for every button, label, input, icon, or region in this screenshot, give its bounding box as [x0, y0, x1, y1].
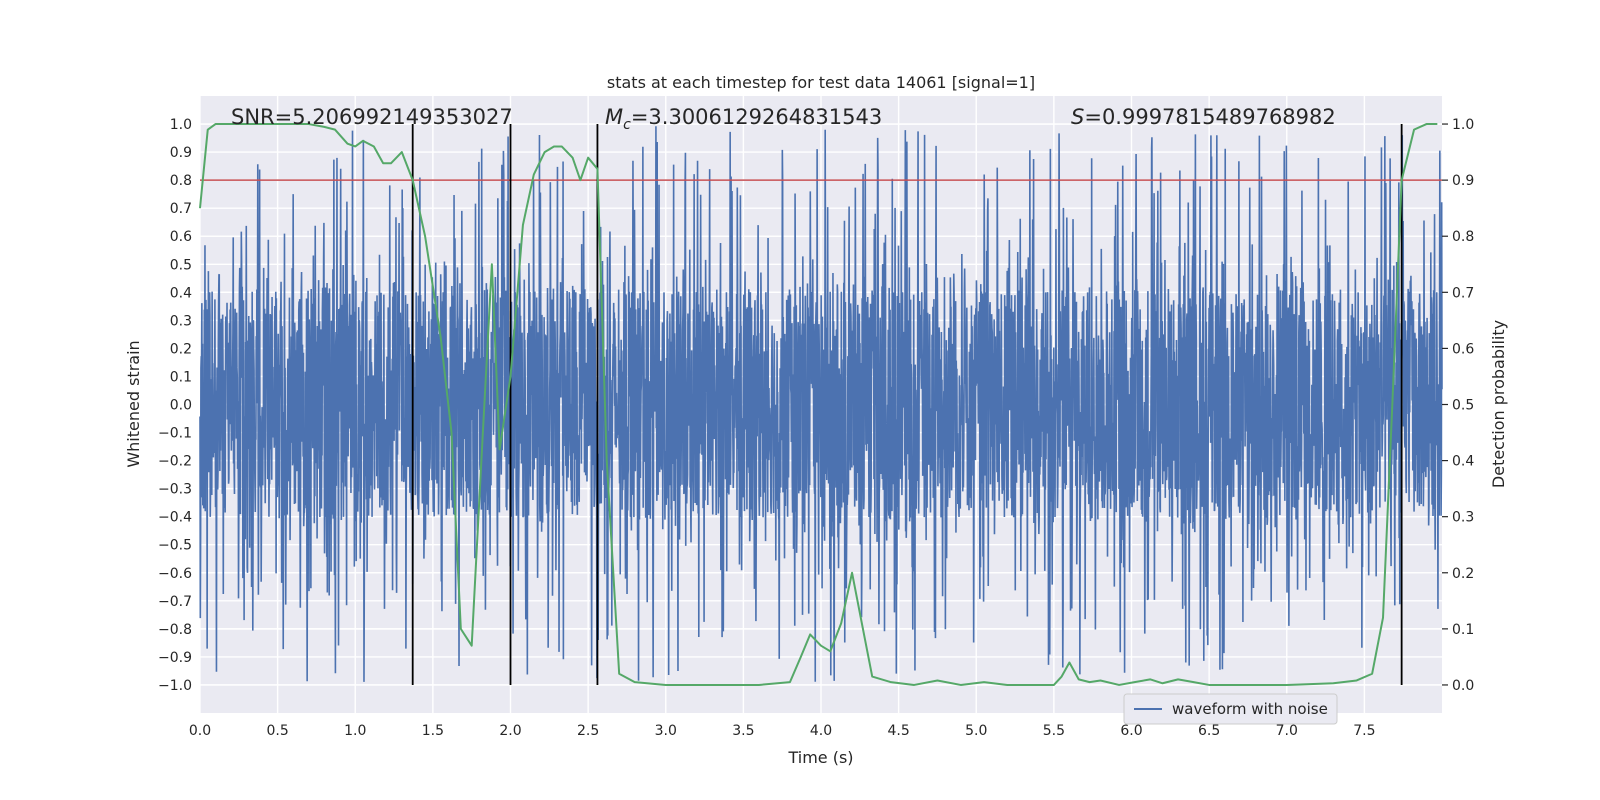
- chirp-mass-value: =3.3006129264831543: [631, 105, 882, 129]
- x-tick-label: 5.0: [965, 723, 987, 739]
- s-annotation: S=0.9997815489768982: [1071, 105, 1336, 129]
- y-tick-label: −0.7: [158, 594, 192, 610]
- y-tick-label: −0.8: [158, 622, 192, 638]
- y-tick-label: 0.5: [170, 257, 192, 273]
- x-tick-label: 1.0: [344, 723, 366, 739]
- legend-label-waveform: waveform with noise: [1172, 700, 1328, 718]
- x-tick-label: 5.5: [1043, 723, 1065, 739]
- y2-tick-label: 0.9: [1452, 173, 1474, 189]
- y2-tick-label: 0.0: [1452, 678, 1474, 694]
- y2-tick-label: 0.8: [1452, 229, 1474, 245]
- y2-tick-label: 0.6: [1452, 341, 1474, 357]
- chart-title: stats at each timestep for test data 140…: [607, 73, 1035, 92]
- y2-tick-label: 1.0: [1452, 117, 1474, 133]
- y-tick-label: 0.8: [170, 173, 192, 189]
- legend-box: [1123, 693, 1338, 725]
- chirp-mass-annotation: Mc=3.3006129264831543: [605, 105, 882, 133]
- y-tick-label: −0.3: [158, 482, 192, 498]
- y-tick-label: −0.6: [158, 566, 192, 582]
- y-tick-label: 0.4: [170, 285, 192, 301]
- y-tick-label: −0.5: [158, 538, 192, 554]
- y-tick-label: 0.9: [170, 145, 192, 161]
- data-layer: [199, 123, 1443, 686]
- y2-tick-label: 0.5: [1452, 398, 1474, 414]
- x-tick-label: 6.0: [1120, 723, 1142, 739]
- y-tick-label: −1.0: [158, 678, 192, 694]
- y2-axis-label: Detection probability: [1489, 320, 1508, 488]
- x-tick-label: 3.5: [732, 723, 754, 739]
- y-tick-label: 0.6: [170, 229, 192, 245]
- y-tick-label: −0.2: [158, 454, 192, 470]
- y2-tick-label: 0.4: [1452, 454, 1474, 470]
- y-tick-label: 0.7: [170, 201, 192, 217]
- y-tick-label: 0.1: [170, 369, 192, 385]
- x-tick-label: 4.0: [810, 723, 832, 739]
- y2-tick-label: 0.1: [1452, 622, 1474, 638]
- y-tick-label: 0.2: [170, 341, 192, 357]
- y-tick-label: 1.0: [170, 117, 192, 133]
- y2-tick-label: 0.3: [1452, 510, 1474, 526]
- x-axis-label: Time (s): [787, 748, 853, 767]
- chirp-mass-subscript: c: [623, 117, 631, 133]
- y-axis-label: Whitened strain: [124, 340, 143, 467]
- probability-line: [199, 123, 1438, 686]
- y-tick-label: −0.9: [158, 650, 192, 666]
- y2-tick-label: 0.7: [1452, 285, 1474, 301]
- x-tick-label: 0.0: [189, 723, 211, 739]
- x-tick-label: 4.5: [887, 723, 909, 739]
- axes: 0.0 0.5 1.0 1.5 2.0 2.5 3.0 3.5 4.0 4.5 5.0 5.5 6.0 6…: [158, 117, 1474, 739]
- x-tick-label: 2.5: [577, 723, 599, 739]
- chirp-mass-symbol: M: [605, 105, 623, 129]
- waveform-line: [199, 126, 1443, 682]
- x-tick-label: 6.5: [1198, 723, 1220, 739]
- y2-tick-label: 0.2: [1452, 566, 1474, 582]
- x-tick-label: 2.0: [499, 723, 521, 739]
- x-tick-label: 3.0: [655, 723, 677, 739]
- y-tick-label: 0.3: [170, 313, 192, 329]
- y-tick-label: 0.0: [170, 398, 192, 414]
- x-tick-label: 0.5: [266, 723, 288, 739]
- s-value: =0.9997815489768982: [1084, 105, 1335, 129]
- y-tick-label: −0.4: [158, 510, 192, 526]
- s-symbol: S: [1071, 105, 1084, 129]
- x-tick-label: 1.5: [422, 723, 444, 739]
- snr-annotation: SNR=5.206992149353027: [231, 105, 513, 129]
- y-tick-label: −0.1: [158, 426, 192, 442]
- x-tick-label: 7.5: [1353, 723, 1375, 739]
- legend: waveform with noise: [1123, 693, 1338, 725]
- x-tick-label: 7.0: [1276, 723, 1298, 739]
